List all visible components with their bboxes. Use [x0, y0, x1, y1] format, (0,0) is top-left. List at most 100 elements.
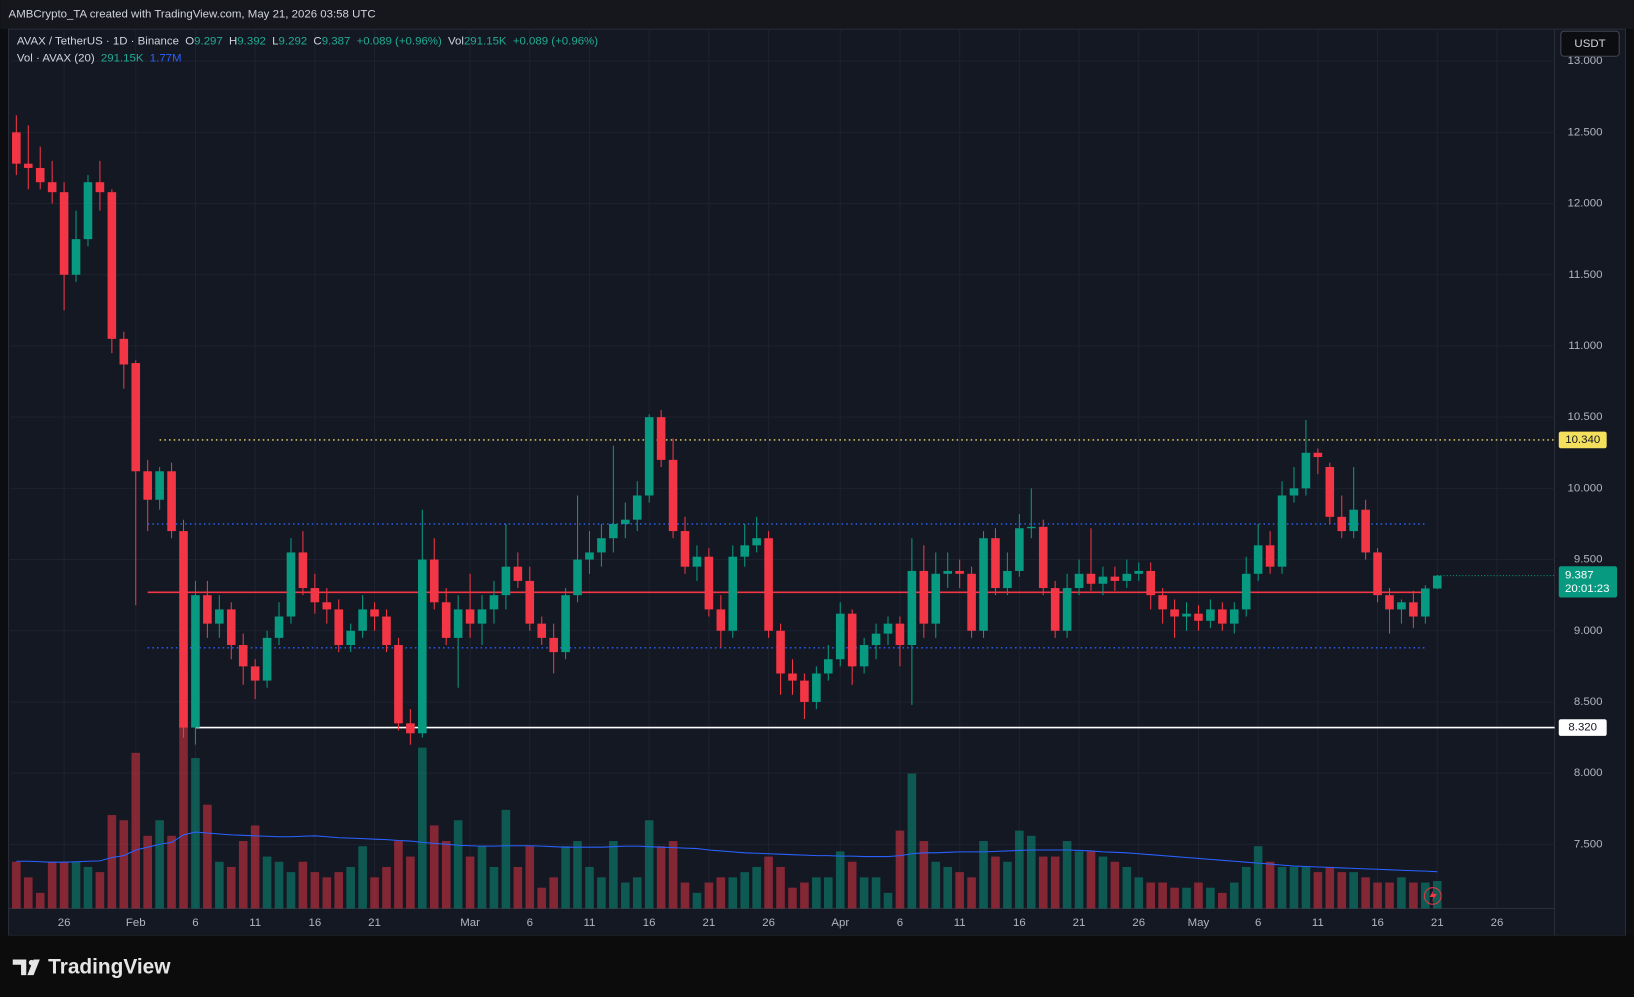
candle-body	[764, 538, 773, 631]
y-tick-label: 10.000	[1568, 482, 1603, 494]
y-tick-label: 9.000	[1574, 625, 1603, 637]
volume-bar	[812, 877, 821, 909]
candle-body	[429, 559, 439, 603]
volume-bar	[131, 752, 141, 909]
x-tick-label: 26	[1132, 917, 1145, 929]
vol-study-value: 291.15K	[101, 52, 144, 64]
x-tick-label: 6	[1255, 917, 1261, 929]
x-tick-label: 26	[58, 917, 71, 929]
candle-body	[573, 559, 582, 596]
candle-body	[1289, 488, 1299, 496]
candle-body	[1122, 573, 1132, 581]
candle-body	[668, 459, 678, 532]
o-label: O	[185, 36, 194, 48]
candle-body	[692, 556, 702, 567]
candle-body	[1062, 588, 1072, 631]
candle-body	[883, 623, 893, 634]
candle-body	[406, 723, 415, 734]
h-label: H	[229, 36, 237, 48]
candle-body	[358, 609, 367, 631]
candle-body	[644, 417, 654, 496]
candle-body	[179, 531, 188, 728]
vol-study-ma: 1.77M	[150, 52, 182, 64]
volume-bar	[215, 861, 224, 909]
level-tag	[1558, 719, 1607, 736]
candle-body	[1253, 545, 1263, 574]
level-tag	[1558, 431, 1607, 449]
volume-bar	[1218, 892, 1227, 909]
volume-bar	[644, 820, 654, 909]
volume-bar	[298, 861, 308, 909]
candle-body	[71, 239, 81, 275]
candle-body	[824, 659, 833, 674]
volume-bar	[883, 892, 893, 909]
volume-bar	[83, 866, 93, 909]
volume-bar	[465, 856, 475, 909]
l-value: 9.292	[279, 36, 308, 48]
candle-body	[286, 552, 296, 617]
y-tick-label: 11.500	[1568, 269, 1602, 281]
candle-body	[143, 471, 152, 500]
volume-bar	[871, 877, 881, 909]
candle-body	[1277, 495, 1287, 567]
volume-bar	[501, 809, 511, 909]
volume-bar	[143, 835, 152, 909]
volume-bar	[680, 882, 690, 909]
volume-bar	[1277, 866, 1287, 909]
volume-bar	[1373, 882, 1382, 909]
candle-body	[1086, 573, 1096, 584]
candle-body	[919, 570, 929, 624]
candle-body	[167, 471, 176, 532]
candle-body	[310, 588, 320, 603]
volume-bar	[1265, 861, 1275, 909]
candle-body	[525, 580, 535, 624]
y-tick-label: 12.000	[1568, 198, 1603, 210]
currency[interactable]: USDT	[1574, 38, 1605, 50]
candle-body	[871, 633, 881, 646]
y-tick-label: 10.500	[1568, 411, 1603, 423]
pane	[8, 28, 1626, 937]
volume-bar	[1134, 877, 1144, 909]
candle-body	[1182, 613, 1191, 617]
candle-body	[1325, 467, 1335, 517]
candle-body	[1074, 573, 1084, 589]
candle-body	[955, 570, 964, 574]
volume-bar	[907, 773, 917, 909]
x-tick-label: 11	[1312, 917, 1324, 929]
volume-bar	[621, 882, 630, 909]
y-tick-label: 8.500	[1574, 696, 1603, 708]
volume-bar	[1313, 872, 1323, 909]
x-tick-label: 21	[1431, 917, 1444, 929]
l-label: L	[272, 36, 278, 48]
volume-bar	[1086, 851, 1096, 909]
volume-bar	[549, 877, 558, 909]
currency-button[interactable]	[1560, 30, 1620, 57]
volume-bar	[752, 866, 761, 909]
volume-bar	[537, 887, 547, 909]
candle-body	[453, 609, 463, 638]
volume-bar	[334, 872, 344, 909]
volume-bar	[979, 841, 988, 909]
candle-body	[1015, 528, 1024, 571]
change: +0.089 (+0.96%)	[357, 36, 442, 48]
volume-bar	[1050, 856, 1060, 909]
footer	[0, 935, 1634, 997]
h-value: 9.392	[237, 36, 266, 48]
candle-body	[859, 645, 869, 667]
candle-body	[704, 556, 714, 610]
volume-bar	[274, 861, 284, 909]
volume-bar	[155, 820, 164, 909]
candle-body	[501, 566, 511, 596]
vol-label: Vol	[448, 36, 464, 48]
volume-bar	[513, 866, 523, 909]
volume-bar	[346, 866, 355, 909]
volume-bar	[1003, 861, 1012, 909]
volume-bar	[1098, 856, 1108, 909]
alert-icon[interactable]	[1423, 886, 1442, 905]
volume-bar	[1409, 882, 1418, 909]
volume-bar	[1074, 851, 1084, 909]
candle-body	[107, 192, 117, 339]
volume-bar	[35, 892, 45, 909]
x-tick-label: 21	[368, 917, 381, 929]
